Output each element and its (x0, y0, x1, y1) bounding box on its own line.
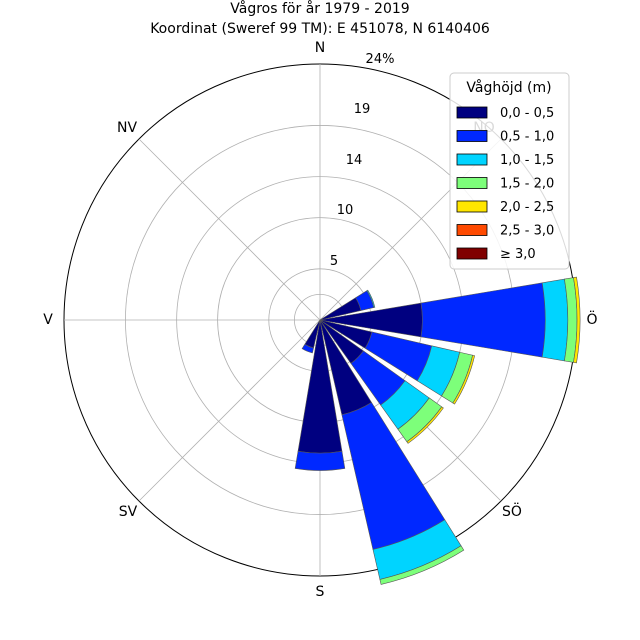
legend-title: Våghöjd (m) (466, 79, 551, 96)
legend: Våghöjd (m) 0,0 - 0,5 0,5 - 1,0 1,0 - 1,5 1… (449, 72, 570, 270)
sector-bars (294, 276, 581, 585)
sector-bar-segment (379, 545, 465, 585)
chart-title: Vågros för år 1979 - 2019 (230, 0, 409, 17)
direction-label: S (316, 584, 325, 600)
direction-label: N (315, 40, 325, 56)
ring-value-label: 10 (337, 203, 354, 218)
legend-swatch (456, 106, 488, 119)
ring-max-label: 24% (366, 52, 395, 67)
ring-value-label: 14 (346, 153, 363, 168)
sector-bar-segment (366, 289, 376, 308)
sector-bar-segment (541, 278, 569, 362)
legend-entries: 0,0 - 0,5 0,5 - 1,0 1,0 - 1,5 1,5 - 2,0 2,0 … (456, 106, 554, 262)
legend-label: 1,0 - 1,5 (500, 153, 554, 168)
direction-label: Ö (586, 310, 597, 328)
sector-bar-segment (301, 343, 314, 354)
ring-value-label: 5 (330, 254, 338, 269)
legend-swatch (456, 224, 488, 236)
legend-label: 0,5 - 1,0 (500, 130, 554, 145)
sector-bar-segment (452, 354, 476, 405)
sector-bar-segment (420, 282, 546, 358)
legend-swatch (456, 247, 488, 260)
grid-spoke (138, 138, 321, 321)
direction-label: NV (117, 120, 137, 136)
sector-bar-segment (573, 276, 581, 364)
legend-box (449, 72, 570, 270)
legend-label: 1,5 - 2,0 (500, 177, 554, 192)
legend-label: 0,0 - 0,5 (500, 106, 554, 121)
grid-spoke (138, 319, 321, 502)
legend-swatch (456, 177, 488, 189)
direction-label: SV (119, 504, 138, 520)
sector-bar-segment (294, 450, 346, 471)
direction-label: SÖ (502, 502, 522, 520)
sector-bar-segment (406, 406, 444, 444)
legend-swatch (456, 153, 488, 166)
direction-label: V (43, 312, 53, 328)
legend-label: ≥ 3,0 (500, 247, 536, 262)
ring-labels: 24% 5 10 14 19 (330, 52, 395, 269)
legend-swatch (456, 130, 488, 142)
legend-label: 2,0 - 2,5 (500, 200, 554, 215)
ring-value-label: 19 (354, 102, 371, 117)
chart-subtitle: Koordinat (Sweref 99 TM): E 451078, N 61… (150, 21, 490, 37)
legend-label: 2,5 - 3,0 (500, 224, 554, 239)
legend-swatch (456, 200, 488, 213)
